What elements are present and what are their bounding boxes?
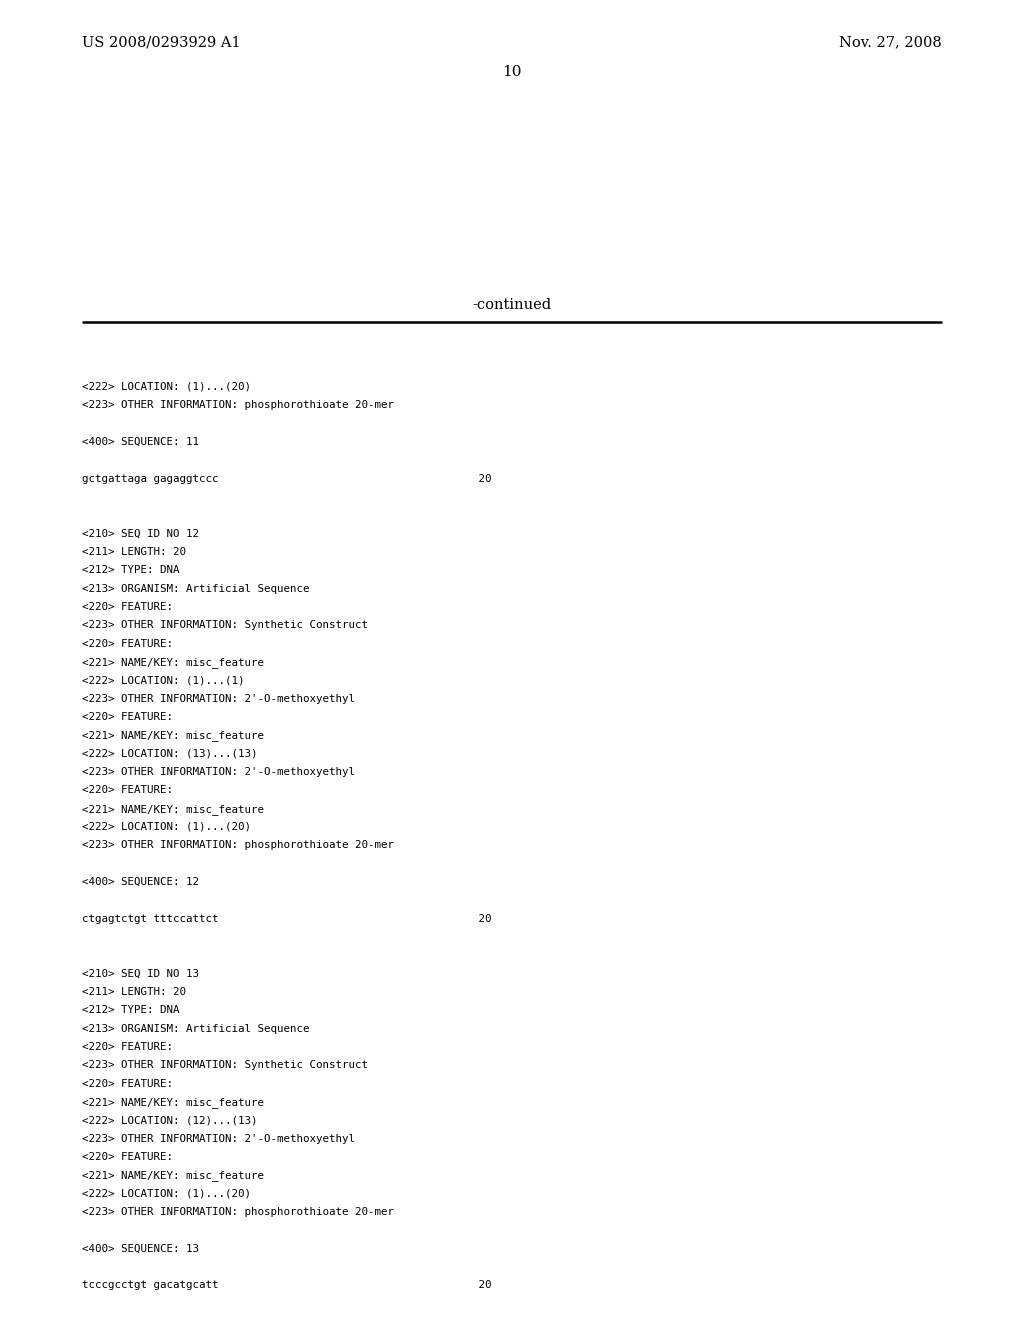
Text: <210> SEQ ID NO 12: <210> SEQ ID NO 12 [82,529,199,539]
Text: <211> LENGTH: 20: <211> LENGTH: 20 [82,987,186,997]
Text: <220> FEATURE:: <220> FEATURE: [82,639,173,648]
Text: <223> OTHER INFORMATION: 2'-O-methoxyethyl: <223> OTHER INFORMATION: 2'-O-methoxyeth… [82,1134,355,1143]
Text: <210> SEQ ID NO 13: <210> SEQ ID NO 13 [82,969,199,978]
Text: ctgagtctgt tttccattct                                        20: ctgagtctgt tttccattct 20 [82,913,492,924]
Text: 10: 10 [502,65,522,79]
Text: <220> FEATURE:: <220> FEATURE: [82,1152,173,1162]
Text: <223> OTHER INFORMATION: Synthetic Construct: <223> OTHER INFORMATION: Synthetic Const… [82,620,368,631]
Text: <223> OTHER INFORMATION: 2'-O-methoxyethyl: <223> OTHER INFORMATION: 2'-O-methoxyeth… [82,694,355,704]
Text: <212> TYPE: DNA: <212> TYPE: DNA [82,1006,179,1015]
Text: <223> OTHER INFORMATION: phosphorothioate 20-mer: <223> OTHER INFORMATION: phosphorothioat… [82,400,394,411]
Text: <222> LOCATION: (1)...(20): <222> LOCATION: (1)...(20) [82,381,251,392]
Text: <220> FEATURE:: <220> FEATURE: [82,785,173,796]
Text: <222> LOCATION: (1)...(20): <222> LOCATION: (1)...(20) [82,822,251,832]
Text: <223> OTHER INFORMATION: phosphorothioate 20-mer: <223> OTHER INFORMATION: phosphorothioat… [82,841,394,850]
Text: <400> SEQUENCE: 12: <400> SEQUENCE: 12 [82,876,199,887]
Text: <221> NAME/KEY: misc_feature: <221> NAME/KEY: misc_feature [82,1097,264,1107]
Text: <212> TYPE: DNA: <212> TYPE: DNA [82,565,179,576]
Text: <213> ORGANISM: Artificial Sequence: <213> ORGANISM: Artificial Sequence [82,583,309,594]
Text: <223> OTHER INFORMATION: 2'-O-methoxyethyl: <223> OTHER INFORMATION: 2'-O-methoxyeth… [82,767,355,777]
Text: <211> LENGTH: 20: <211> LENGTH: 20 [82,546,186,557]
Text: <222> LOCATION: (1)...(20): <222> LOCATION: (1)...(20) [82,1189,251,1199]
Text: <222> LOCATION: (13)...(13): <222> LOCATION: (13)...(13) [82,748,257,759]
Text: <221> NAME/KEY: misc_feature: <221> NAME/KEY: misc_feature [82,804,264,814]
Text: <221> NAME/KEY: misc_feature: <221> NAME/KEY: misc_feature [82,657,264,668]
Text: <220> FEATURE:: <220> FEATURE: [82,1078,173,1089]
Text: -continued: -continued [472,298,552,312]
Text: <223> OTHER INFORMATION: Synthetic Construct: <223> OTHER INFORMATION: Synthetic Const… [82,1060,368,1071]
Text: <222> LOCATION: (1)...(1): <222> LOCATION: (1)...(1) [82,676,245,685]
Text: <213> ORGANISM: Artificial Sequence: <213> ORGANISM: Artificial Sequence [82,1024,309,1034]
Text: US 2008/0293929 A1: US 2008/0293929 A1 [82,36,241,49]
Text: <400> SEQUENCE: 11: <400> SEQUENCE: 11 [82,437,199,447]
Text: <400> SEQUENCE: 13: <400> SEQUENCE: 13 [82,1243,199,1254]
Text: <220> FEATURE:: <220> FEATURE: [82,1041,173,1052]
Text: gctgattaga gagaggtccc                                        20: gctgattaga gagaggtccc 20 [82,474,492,483]
Text: <220> FEATURE:: <220> FEATURE: [82,602,173,612]
Text: <220> FEATURE:: <220> FEATURE: [82,711,173,722]
Text: Nov. 27, 2008: Nov. 27, 2008 [840,36,942,49]
Text: <222> LOCATION: (12)...(13): <222> LOCATION: (12)...(13) [82,1115,257,1126]
Text: <223> OTHER INFORMATION: phosphorothioate 20-mer: <223> OTHER INFORMATION: phosphorothioat… [82,1206,394,1217]
Text: <221> NAME/KEY: misc_feature: <221> NAME/KEY: misc_feature [82,730,264,742]
Text: tcccgcctgt gacatgcatt                                        20: tcccgcctgt gacatgcatt 20 [82,1280,492,1291]
Text: <221> NAME/KEY: misc_feature: <221> NAME/KEY: misc_feature [82,1171,264,1181]
